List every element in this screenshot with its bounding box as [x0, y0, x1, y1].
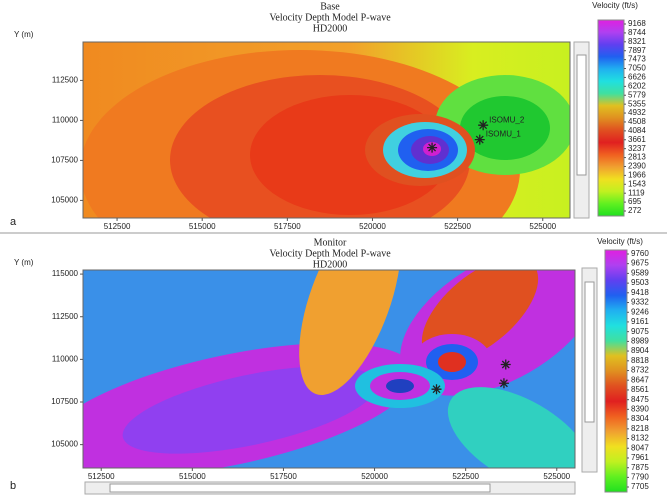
well-label: ISOMU_2 [489, 115, 525, 124]
colorbar-tick-label: 3237 [628, 144, 646, 153]
colorbar-tick-label: 8647 [631, 375, 649, 384]
x-tick-label: 512500 [88, 472, 115, 481]
colorbar-tick-label: 7875 [631, 463, 649, 472]
y-axis-label: Y (m) [14, 258, 34, 267]
colorbar-tick-label: 8732 [631, 366, 649, 375]
colorbar-tick-label: 9161 [631, 317, 649, 326]
colorbar-tick-label: 6202 [628, 81, 646, 90]
x-tick-label: 522500 [444, 222, 471, 231]
y-tick-label: 112500 [52, 76, 79, 85]
colorbar-tick-label: 7473 [628, 55, 646, 64]
x-tick-label: 522500 [452, 472, 479, 481]
colorbar-tick-label: 272 [628, 206, 642, 215]
colorbar-title: Velocity (ft/s) [592, 1, 638, 10]
colorbar-tick-label: 9075 [631, 327, 649, 336]
colorbar-tick-label: 7790 [631, 472, 649, 481]
colorbar-tick-label: 4932 [628, 108, 646, 117]
colorbar-tick-label: 7705 [631, 482, 649, 491]
colorbar-tick-label: 9418 [631, 288, 649, 297]
colorbar-tick-label: 7050 [628, 64, 646, 73]
x-tick-label: 520000 [359, 222, 386, 231]
colorbar-tick-label: 6626 [628, 73, 646, 82]
colorbar-tick-label: 9332 [631, 298, 649, 307]
well-marker [501, 359, 511, 369]
colorbar-tick-label: 8744 [628, 28, 646, 37]
well-marker [499, 378, 509, 388]
colorbar-tick-label: 2813 [628, 153, 646, 162]
x-tick-label: 512500 [104, 222, 131, 231]
well-marker [475, 135, 485, 145]
panel-subtitle: Velocity Depth Model P-wave [269, 248, 391, 259]
well-marker [432, 384, 442, 394]
x-tick-label: 525000 [529, 222, 556, 231]
colorbar-tick-label: 5779 [628, 90, 646, 99]
colorbar-tick-label: 8989 [631, 337, 649, 346]
x-tick-label: 515000 [179, 472, 206, 481]
panel-subtitle: HD2000 [313, 259, 347, 270]
x-tick-label: 517500 [270, 472, 297, 481]
colorbar-tick-label: 695 [628, 197, 642, 206]
colorbar-tick-label: 8132 [631, 434, 649, 443]
y-axis-label: Y (m) [14, 30, 34, 39]
y-tick-label: 110000 [52, 354, 79, 363]
scroll-thumb[interactable] [577, 55, 586, 175]
panel-label: a [10, 216, 17, 228]
colorbar-tick-label: 8390 [631, 404, 649, 413]
colorbar [598, 20, 624, 216]
colorbar [605, 250, 627, 492]
well-marker [478, 120, 488, 130]
x-tick-label: 515000 [189, 222, 216, 231]
colorbar-tick-label: 8321 [628, 37, 646, 46]
colorbar-tick-label: 1119 [628, 188, 645, 197]
colorbar-tick-label: 9675 [631, 259, 649, 268]
y-tick-label: 112500 [52, 312, 79, 321]
colorbar-tick-label: 2390 [628, 162, 646, 171]
colorbar-tick-label: 5355 [628, 99, 646, 108]
colorbar-tick-label: 8304 [631, 414, 649, 423]
colorbar-tick-label: 8218 [631, 424, 649, 433]
panel-subtitle: HD2000 [313, 23, 347, 34]
x-tick-label: 520000 [361, 472, 388, 481]
colorbar-tick-label: 8047 [631, 443, 649, 452]
colorbar-tick-label: 8818 [631, 356, 649, 365]
panel-title: Monitor [314, 237, 347, 248]
colorbar-tick-label: 8904 [631, 346, 649, 355]
colorbar-tick-label: 9589 [631, 268, 649, 277]
panel-label: b [10, 480, 16, 492]
colorbar-tick-label: 8475 [631, 395, 649, 404]
panel-title: Base [320, 1, 340, 12]
panel-subtitle: Velocity Depth Model P-wave [269, 12, 391, 23]
x-tick-label: 517500 [274, 222, 301, 231]
colorbar-title: Velocity (ft/s) [597, 237, 643, 246]
scroll-thumb[interactable] [585, 282, 594, 422]
y-tick-label: 105000 [51, 440, 78, 449]
colorbar-tick-label: 9503 [631, 278, 649, 287]
well-label: ISOMU_1 [486, 130, 522, 139]
scroll-thumb[interactable] [110, 484, 490, 492]
colorbar-tick-label: 7961 [631, 453, 649, 462]
y-tick-label: 115000 [52, 269, 79, 278]
colorbar-tick-label: 3661 [628, 135, 646, 144]
y-tick-label: 105000 [51, 196, 78, 205]
colorbar-tick-label: 9168 [628, 19, 646, 28]
y-tick-label: 107500 [51, 156, 78, 165]
colorbar-tick-label: 1543 [628, 179, 646, 188]
x-tick-label: 525000 [543, 472, 570, 481]
figure: BaseVelocity Depth Model P-waveHD2000Y (… [0, 0, 667, 497]
y-tick-label: 107500 [51, 397, 78, 406]
y-tick-label: 110000 [52, 116, 79, 125]
well-marker [427, 143, 437, 153]
colorbar-tick-label: 4508 [628, 117, 646, 126]
colorbar-tick-label: 8561 [631, 385, 649, 394]
colorbar-tick-label: 1966 [628, 171, 646, 180]
colorbar-tick-label: 7897 [628, 46, 646, 55]
colorbar-tick-label: 9760 [631, 249, 649, 258]
colorbar-tick-label: 4084 [628, 126, 646, 135]
colorbar-tick-label: 9246 [631, 307, 649, 316]
